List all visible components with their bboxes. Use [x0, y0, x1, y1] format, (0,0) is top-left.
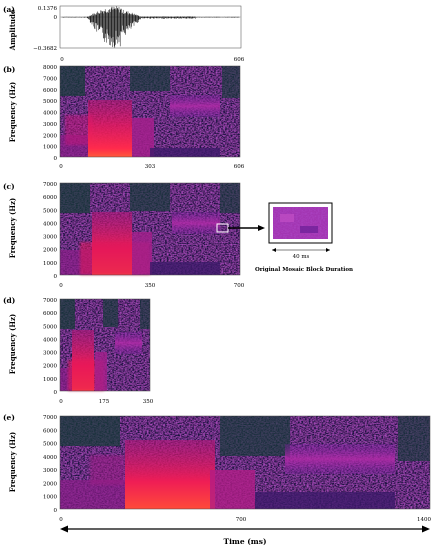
duration-arrow-right-head — [326, 248, 330, 252]
panel-e-label: (e) — [3, 413, 15, 422]
panel-b-spectrogram — [60, 66, 240, 157]
panel-e-yticks: 7000 6000 5000 4000 3000 2000 1000 0 — [43, 415, 58, 514]
panel-e-ytitle: Frequency (Hz) — [8, 432, 17, 493]
panel-b: (b) Frequency (Hz) 8000 7000 6000 5000 4… — [3, 65, 245, 170]
panel-c-ytitle: Frequency (Hz) — [8, 198, 17, 259]
panel-c-ytick: 7000 — [43, 182, 57, 188]
panel-e-ytick: 5000 — [43, 442, 57, 448]
time-arrow-right-head — [422, 525, 430, 533]
panel-d-xtick: 175 — [99, 399, 110, 405]
time-arrow-left-head — [60, 525, 68, 533]
panel-b-ytick: 6000 — [43, 88, 57, 94]
panel-a-xtick-start: 0 — [60, 57, 64, 63]
panel-c-xtick: 700 — [234, 283, 245, 289]
panel-b-ytick: 1000 — [43, 145, 57, 151]
panel-a-ytick-top: 0.1376 — [38, 6, 58, 12]
mosaic-block-inset — [268, 202, 333, 244]
panel-d-ytick: 6000 — [43, 311, 57, 317]
panel-e-ytick: 6000 — [43, 428, 57, 434]
panel-a-ytitle: Amplitude — [8, 9, 17, 51]
panel-c-ytick: 3000 — [43, 235, 57, 241]
waveform-series — [61, 6, 240, 48]
panel-b-ytick: 2000 — [43, 133, 57, 139]
panel-d-ytick: 4000 — [43, 337, 57, 343]
panel-c-ytick: 6000 — [43, 195, 57, 201]
panel-c-xtick: 0 — [59, 283, 63, 289]
panel-c-label: (c) — [3, 182, 15, 191]
panel-b-xtick: 606 — [234, 164, 245, 170]
panel-e-xtick: 0 — [59, 517, 63, 523]
panel-d-ytick: 5000 — [43, 324, 57, 330]
panel-b-yticks: 8000 7000 6000 5000 4000 3000 2000 1000 … — [43, 65, 58, 162]
panel-d-xtick: 350 — [143, 399, 154, 405]
panel-b-ytick: 0 — [54, 156, 58, 162]
time-axis-title: Time (ms) — [223, 537, 266, 546]
panel-d-spectrogram — [60, 299, 150, 391]
panel-c-ytick: 4000 — [43, 221, 57, 227]
panel-b-ytick: 5000 — [43, 99, 57, 105]
panel-b-ytick: 7000 — [43, 76, 57, 82]
panel-e-ytick: 2000 — [43, 481, 57, 487]
panel-e-ytick: 7000 — [43, 415, 57, 421]
panel-e-xtick: 700 — [236, 517, 247, 523]
panel-d-yticks: 7000 6000 5000 4000 3000 2000 1000 0 — [43, 298, 58, 396]
panel-d-xtick: 0 — [59, 399, 63, 405]
panel-d-ytick: 2000 — [43, 364, 57, 370]
panel-e-spectrogram — [60, 416, 430, 509]
duration-arrow-left-head — [272, 248, 276, 252]
panel-c: (c) Frequency (Hz) 7000 6000 5000 4000 3… — [3, 182, 353, 289]
panel-d-ytick: 3000 — [43, 351, 57, 357]
panel-a-plot-area — [59, 5, 242, 49]
panel-e-xtick: 1400 — [417, 517, 431, 523]
panel-e-ytick: 4000 — [43, 455, 57, 461]
panel-b-xtick: 303 — [145, 164, 156, 170]
panel-c-yticks: 7000 6000 5000 4000 3000 2000 1000 0 — [43, 182, 58, 280]
panel-a-ytick-bottom: −0.3682 — [33, 46, 57, 52]
panel-c-ytick: 1000 — [43, 261, 57, 267]
panel-b-label: (b) — [3, 65, 15, 74]
panel-c-ytick: 0 — [54, 274, 58, 280]
panel-a-label: (a) — [3, 5, 15, 14]
panel-a: (a) Amplitude 0.1376 0 −0.3682 0 606 — [3, 5, 245, 63]
panel-d-ytick: 0 — [54, 390, 58, 396]
callout-arrow-head — [258, 225, 265, 231]
panel-d-ytick: 7000 — [43, 298, 57, 304]
panel-b-ytick: 4000 — [43, 111, 57, 117]
panel-c-ytick: 5000 — [43, 208, 57, 214]
waveform-trace — [61, 6, 240, 48]
panel-b-ytick: 3000 — [43, 122, 57, 128]
panel-d-ytitle: Frequency (Hz) — [8, 314, 17, 375]
panel-d-ytick: 1000 — [43, 377, 57, 383]
panel-b-ytitle: Frequency (Hz) — [8, 82, 17, 143]
panel-a-xtick-end: 606 — [234, 57, 245, 63]
panel-e-ytick: 3000 — [43, 468, 57, 474]
panel-d-label: (d) — [3, 296, 15, 305]
inset-caption: Original Mosaic Block Duration — [255, 267, 353, 273]
panel-e-ytick: 0 — [54, 508, 58, 514]
panel-c-xtick: 350 — [145, 283, 156, 289]
panel-b-xtick: 0 — [59, 164, 63, 170]
panel-c-ytick: 2000 — [43, 248, 57, 254]
duration-label: 40 ms — [293, 254, 310, 260]
time-axis: Time (ms) — [60, 525, 430, 546]
panel-a-ytick-zero: 0 — [54, 15, 58, 21]
panel-c-spectrogram — [60, 183, 240, 275]
panel-d: (d) Frequency (Hz) 7000 6000 5000 4000 3… — [3, 296, 154, 405]
panel-b-ytick: 8000 — [43, 65, 57, 71]
panel-e: (e) Frequency (Hz) 7000 6000 5000 4000 3… — [3, 413, 431, 523]
panel-e-ytick: 1000 — [43, 495, 57, 501]
